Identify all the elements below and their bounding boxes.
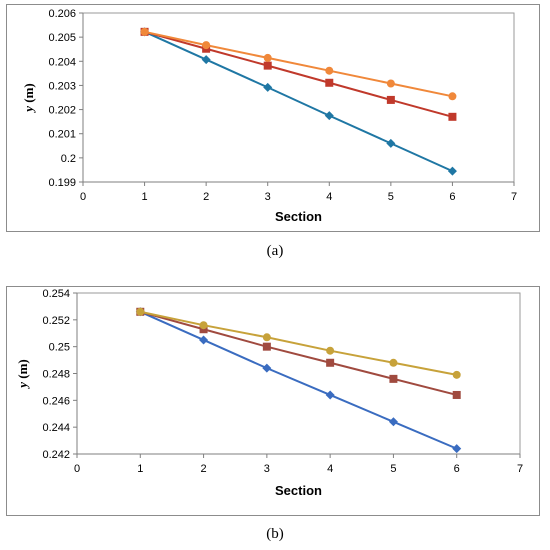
data-point — [262, 342, 271, 351]
x-axis-label: Section — [275, 209, 322, 224]
data-point — [262, 333, 271, 342]
x-tick-label: 5 — [390, 463, 396, 475]
data-point — [326, 346, 335, 355]
data-point — [452, 390, 461, 399]
data-point — [262, 363, 272, 373]
x-tick-label: 0 — [80, 191, 86, 203]
data-point — [386, 95, 395, 104]
series-line — [140, 310, 457, 396]
y-tick-label: 0.242 — [42, 449, 70, 461]
x-tick-label: 2 — [203, 191, 209, 203]
data-point — [201, 55, 211, 65]
data-point — [448, 92, 457, 101]
data-point — [389, 374, 398, 383]
series-3 — [140, 27, 457, 101]
series-3 — [136, 307, 461, 379]
x-tick-label: 6 — [454, 463, 460, 475]
data-point — [447, 166, 457, 176]
x-tick-label: 4 — [327, 463, 333, 475]
y-tick-label: 0.203 — [48, 80, 76, 92]
y-tick-label: 0.254 — [42, 288, 70, 300]
data-point — [324, 111, 334, 121]
y-tick-label: 0.252 — [42, 315, 70, 327]
x-tick-label: 3 — [264, 463, 270, 475]
chart-panel-a: 0.199 0.2 0.201 0.202 0.203 0.204 0.205 0.206 0 1… — [6, 4, 540, 232]
x-axis-label: Section — [275, 483, 322, 498]
series-line — [140, 310, 457, 376]
y-axis-label-unit: (m) — [15, 359, 30, 382]
caption-a: (a) — [266, 243, 284, 259]
data-point — [263, 61, 272, 70]
data-point — [199, 335, 209, 345]
x-tick-label: 7 — [517, 463, 523, 475]
data-point — [263, 82, 273, 92]
y-tick-label: 0.199 — [48, 177, 76, 189]
x-tick-label: 0 — [74, 463, 80, 475]
y-tick-label: 0.202 — [48, 105, 76, 117]
data-point — [263, 53, 272, 62]
series-1 — [135, 307, 462, 454]
x-tick-label: 7 — [511, 191, 517, 203]
y-axis-label-variable: y — [21, 106, 36, 114]
caption-b: (b) — [266, 526, 284, 542]
data-point — [325, 78, 334, 87]
y-tick-label: 0.25 — [49, 342, 70, 354]
series-line — [144, 30, 453, 98]
x-tick-label: 6 — [449, 191, 455, 203]
y-axis-label: y (m) — [15, 359, 30, 390]
y-tick-label: 0.204 — [48, 56, 76, 68]
y-axis-label-unit: (m) — [21, 83, 36, 106]
data-point — [136, 307, 145, 316]
data-point — [202, 41, 211, 50]
data-point — [448, 112, 457, 121]
data-point — [389, 358, 398, 367]
data-point — [386, 79, 395, 88]
data-point — [388, 417, 398, 427]
y-tick-label: 0.244 — [42, 422, 70, 434]
y-tick-label: 0.246 — [42, 395, 70, 407]
x-tick-label: 4 — [326, 191, 332, 203]
x-tick-label: 5 — [388, 191, 394, 203]
series-line — [139, 310, 458, 450]
data-point — [199, 325, 208, 334]
series-line — [144, 30, 453, 173]
chart-a: 0.199 0.2 0.201 0.202 0.203 0.204 0.205 0.206 0 1… — [21, 8, 517, 224]
x-tick-label: 1 — [137, 463, 143, 475]
x-tick-label: 1 — [142, 191, 148, 203]
data-point — [325, 390, 335, 400]
chart-b: 0.242 0.244 0.246 0.248 0.25 0.252 0.254 0 1 2 3 4 5… — [15, 288, 523, 498]
data-point — [199, 321, 208, 330]
data-point — [325, 66, 334, 75]
series-line — [144, 30, 453, 118]
y-tick-label: 0.248 — [42, 369, 70, 381]
series-1 — [140, 27, 457, 176]
data-point — [140, 27, 149, 36]
data-point — [452, 370, 461, 379]
chart-panel-b: 0.242 0.244 0.246 0.248 0.25 0.252 0.254 0 1 2 3 4 5… — [6, 286, 540, 516]
y-tick-label: 0.201 — [48, 129, 76, 141]
y-tick-label: 0.206 — [48, 8, 76, 20]
data-point — [452, 444, 462, 454]
x-tick-label: 3 — [265, 191, 271, 203]
y-tick-label: 0.205 — [48, 32, 76, 44]
y-axis-label-variable: y — [15, 382, 30, 390]
y-axis-label: y (m) — [21, 83, 36, 114]
y-tick-label: 0.2 — [61, 153, 76, 165]
x-tick-label: 2 — [201, 463, 207, 475]
data-point — [386, 138, 396, 148]
data-point — [326, 358, 335, 367]
